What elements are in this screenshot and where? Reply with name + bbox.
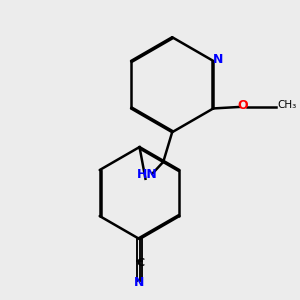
Text: N: N (134, 277, 145, 290)
Text: C: C (137, 258, 145, 268)
Text: N: N (213, 53, 223, 66)
Text: CH₃: CH₃ (277, 100, 296, 110)
Text: HN: HN (136, 168, 157, 181)
Text: O: O (238, 99, 248, 112)
